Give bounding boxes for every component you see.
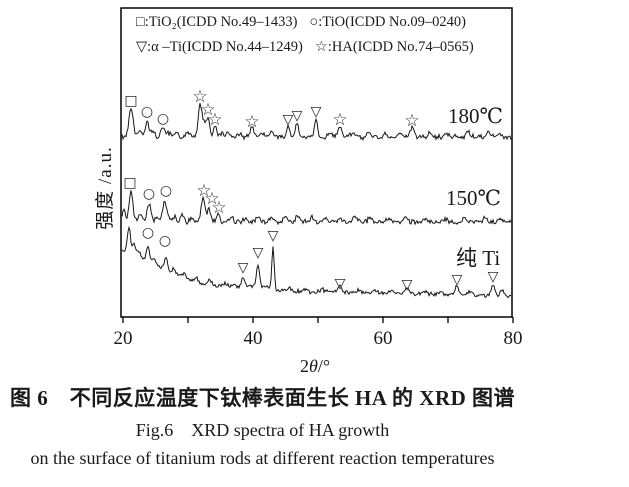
triangle-marker-icon: ▽ bbox=[402, 277, 413, 293]
star-marker-icon: ☆ bbox=[196, 181, 211, 201]
star-marker-icon: ☆ bbox=[200, 100, 215, 120]
figure-caption: 图 6 不同反应温度下钛棒表面生长 HA 的 XRD 图谱 Fig.6 XRD … bbox=[0, 386, 525, 468]
plot-frame bbox=[120, 7, 513, 318]
x-axis-label: 2θ/° bbox=[265, 356, 365, 377]
legend-item-ha: ☆:HA(ICDD No.74–0565) bbox=[314, 39, 474, 55]
triangle-marker-icon: ▽ bbox=[452, 272, 463, 288]
curve-150c bbox=[121, 190, 512, 226]
star-marker-icon: ☆ bbox=[192, 87, 207, 107]
series-label-pure-ti: 纯 Ti bbox=[456, 246, 501, 270]
legend-row-1: □:TiO₂(ICDD No.49–1433) ○:TiO(ICDD No.09… bbox=[136, 14, 466, 31]
caption-english-line1: Fig.6 XRD spectra of HA growth bbox=[135, 420, 390, 440]
square-marker-icon: □ bbox=[124, 93, 137, 109]
circle-marker-icon: ○ bbox=[159, 233, 171, 249]
triangle-marker-icon: ▽ bbox=[311, 104, 322, 120]
x-tick-label-20: 20 bbox=[113, 328, 133, 349]
x-axis-label-pre: 2 bbox=[299, 356, 309, 376]
caption-chinese: 图 6 不同反应温度下钛棒表面生长 HA 的 XRD 图谱 bbox=[9, 386, 516, 410]
circle-marker-icon: ○ bbox=[157, 111, 169, 127]
legend-row-2: ▽:α –Ti(ICDD No.44–1249) ☆:HA(ICDD No.74… bbox=[136, 39, 474, 56]
x-axis-label-post: /° bbox=[317, 356, 331, 376]
triangle-marker-icon: ▽ bbox=[268, 228, 279, 244]
square-marker-icon: □ bbox=[123, 175, 136, 191]
triangle-marker-icon: ▽ bbox=[292, 108, 303, 124]
triangle-marker-icon: ▽ bbox=[253, 245, 264, 261]
y-axis-label: 强度 /a.u. bbox=[95, 146, 116, 230]
curve-pure-ti bbox=[121, 225, 512, 299]
series-label-180c: 180℃ bbox=[448, 104, 503, 128]
xrd-plot-canvas: □○ ○☆☆☆ ☆ ▽▽ ▽ ☆ ☆□○ ○ ☆☆☆○ ○▽▽▽▽ ▽ ▽ ▽ bbox=[120, 7, 514, 323]
x-tick-label-60: 60 bbox=[373, 328, 393, 349]
star-marker-icon: ☆ bbox=[404, 111, 419, 131]
theta-symbol: θ bbox=[308, 356, 318, 376]
x-tick-label-40: 40 bbox=[243, 328, 263, 349]
star-marker-icon: ☆ bbox=[244, 112, 259, 132]
curve-180c bbox=[121, 103, 512, 141]
circle-marker-icon: ○ bbox=[142, 225, 154, 241]
triangle-marker-icon: ▽ bbox=[238, 260, 249, 276]
legend-item-tio2: □:TiO₂(ICDD No.49–1433) bbox=[136, 14, 298, 30]
triangle-marker-icon: ▽ bbox=[283, 112, 294, 128]
circle-marker-icon: ○ bbox=[141, 104, 153, 120]
caption-english-line2: on the surface of titanium rods at diffe… bbox=[30, 448, 495, 468]
x-tick-label-80: 80 bbox=[503, 328, 523, 349]
star-marker-icon: ☆ bbox=[332, 110, 347, 130]
circle-marker-icon: ○ bbox=[160, 183, 172, 199]
legend-item-alpha-ti: ▽:α –Ti(ICDD No.44–1249) bbox=[136, 39, 303, 55]
triangle-marker-icon: ▽ bbox=[488, 269, 499, 285]
star-marker-icon: ☆ bbox=[211, 198, 226, 218]
triangle-marker-icon: ▽ bbox=[335, 276, 346, 292]
legend-item-tio: ○:TiO(ICDD No.09–0240) bbox=[309, 14, 466, 30]
star-marker-icon: ☆ bbox=[204, 189, 219, 209]
series-label-150c: 150℃ bbox=[446, 186, 501, 210]
star-marker-icon: ☆ bbox=[207, 110, 222, 130]
circle-marker-icon: ○ bbox=[143, 186, 155, 202]
